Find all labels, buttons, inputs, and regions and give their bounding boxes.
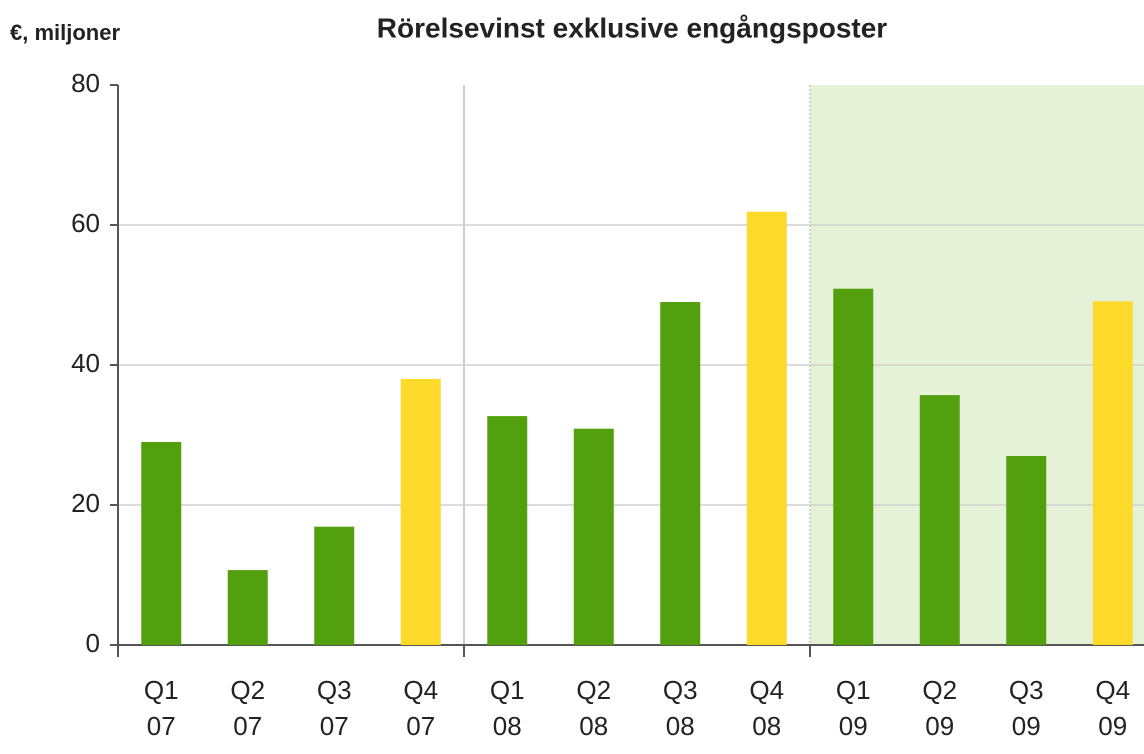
bar [573, 428, 614, 645]
x-tick-label: Q1 09 [835, 675, 871, 741]
y-axis-label: €, miljoner [10, 20, 120, 45]
bar [141, 442, 182, 645]
x-tick-label: Q2 07 [230, 675, 266, 741]
y-tick-label: 40 [71, 348, 100, 378]
bar [227, 570, 268, 645]
bar [833, 288, 874, 645]
y-tick-label: 20 [71, 488, 100, 518]
y-tick-label: 0 [86, 628, 100, 658]
bar [400, 379, 441, 645]
x-tick-label: Q1 07 [143, 675, 179, 741]
bar [314, 526, 355, 645]
chart-title: Rörelsevinst exklusive engångsposter [377, 12, 888, 43]
x-tick-label: Q4 08 [749, 675, 785, 741]
x-tick-label: Q1 08 [489, 675, 525, 741]
bar [1092, 301, 1133, 645]
x-tick-label: Q4 07 [403, 675, 439, 741]
x-tick-label: Q3 09 [1008, 675, 1044, 741]
y-tick-label: 80 [71, 68, 100, 98]
x-tick-label: Q2 08 [576, 675, 612, 741]
bar [919, 395, 960, 645]
bar [487, 416, 528, 645]
x-tick-label: Q4 09 [1095, 675, 1131, 741]
y-tick-label: 60 [71, 208, 100, 238]
x-tick-label: Q3 08 [662, 675, 698, 741]
bar [1006, 456, 1047, 645]
x-tick-label: Q3 07 [316, 675, 352, 741]
x-tick-label: Q2 09 [922, 675, 958, 741]
bar [660, 302, 701, 645]
bar [746, 211, 787, 645]
